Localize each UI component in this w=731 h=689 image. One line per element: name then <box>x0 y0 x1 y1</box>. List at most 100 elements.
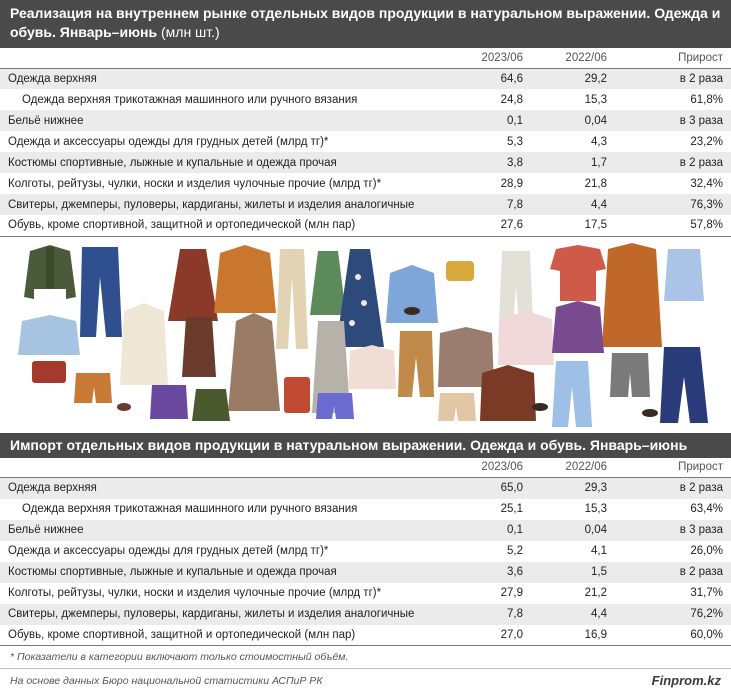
blue-jeans-icon <box>80 246 122 337</box>
value-2023: 28,9 <box>447 173 531 194</box>
sales-title: Реализация на внутреннем рынке отдельных… <box>0 0 731 48</box>
value-2022: 29,3 <box>531 477 615 499</box>
header-label <box>0 48 447 68</box>
orange-jacket-icon <box>214 244 276 313</box>
table-row: Колготы, рейтузы, чулки, носки и изделия… <box>0 582 731 604</box>
sales-header-row: 2023/06 2022/06 Прирост <box>0 48 731 68</box>
growth-value: 61,8% <box>615 89 731 110</box>
sales-table-body: Одежда верхняя 64,6 29,2 в 2 раза Одежда вер… <box>0 67 731 237</box>
footnote: * Показатели в категории включают только… <box>10 651 349 663</box>
table-row: Одежда верхняя 65,0 29,3 в 2 раза <box>0 477 731 499</box>
import-section: Импорт отдельных видов продукции в натур… <box>0 432 731 646</box>
navy-pants-icon <box>660 346 708 423</box>
blue-dress-icon <box>336 248 384 347</box>
header-growth: Прирост <box>615 457 731 478</box>
value-2023: 3,6 <box>447 561 531 583</box>
row-label: Одежда верхняя трикотажная машинного или… <box>0 89 447 110</box>
growth-value: в 2 раза <box>615 561 731 583</box>
table-row: Колготы, рейтузы, чулки, носки и изделия… <box>0 173 731 194</box>
pink-hoodie-icon <box>498 310 554 365</box>
sales-table: 2023/06 2022/06 Прирост Одежда верхняя 64… <box>0 48 731 237</box>
import-table: 2023/06 2022/06 Прирост Одежда верхняя 65… <box>0 457 731 646</box>
source-note: На основе данных Бюро национальной стати… <box>10 674 323 687</box>
denim-shirt-icon <box>386 264 438 323</box>
light-blue-hoodie-icon <box>18 314 80 355</box>
brown-bodysuit-icon <box>182 316 216 377</box>
value-2022: 16,9 <box>531 624 615 646</box>
orange-shorts-icon <box>74 372 112 403</box>
red-tshirt-icon <box>550 244 606 301</box>
row-label: Бельё нижнее <box>0 110 447 131</box>
value-2022: 1,7 <box>531 152 615 173</box>
import-title: Импорт отдельных видов продукции в натур… <box>0 432 731 472</box>
table-row: Одежда и аксессуары одежды для грудных д… <box>0 540 731 562</box>
growth-value: 57,8% <box>615 215 731 237</box>
growth-value: 31,7% <box>615 582 731 604</box>
sales-section: Реализация на внутреннем рынке отдельных… <box>0 0 731 237</box>
row-label: Бельё нижнее <box>0 519 447 541</box>
orange-crop-top-icon <box>32 360 66 383</box>
row-label: Одежда и аксессуары одежды для грудных д… <box>0 540 447 562</box>
table-row: Одежда верхняя трикотажная машинного или… <box>0 89 731 110</box>
value-2022: 17,5 <box>531 215 615 237</box>
long-coat-icon <box>228 312 280 411</box>
growth-value: 63,4% <box>615 498 731 520</box>
row-label: Колготы, рейтузы, чулки, носки и изделия… <box>0 582 447 604</box>
growth-value: в 3 раза <box>615 519 731 541</box>
olive-jacket-icon <box>24 244 76 299</box>
value-2022: 21,8 <box>531 173 615 194</box>
print-blouse-icon <box>348 344 396 389</box>
growth-value: в 2 раза <box>615 152 731 173</box>
row-label: Костюмы спортивные, лыжные и купальные и… <box>0 152 447 173</box>
beige-trousers-icon <box>276 248 308 349</box>
value-2022: 0,04 <box>531 110 615 131</box>
row-label: Обувь, кроме спортивной, защитной и орто… <box>0 215 447 237</box>
table-row: Обувь, кроме спортивной, защитной и орто… <box>0 624 731 646</box>
import-table-body: Одежда верхняя 65,0 29,3 в 2 раза Одежда вер… <box>0 477 731 646</box>
value-2023: 64,6 <box>447 67 531 89</box>
growth-value: в 2 раза <box>615 477 731 499</box>
value-2022: 4,4 <box>531 603 615 625</box>
brand-logo: Finprom.kz <box>651 673 721 688</box>
value-2023: 27,0 <box>447 624 531 646</box>
table-row: Обувь, кроме спортивной, защитной и орто… <box>0 215 731 237</box>
growth-value: 23,2% <box>615 131 731 152</box>
table-row: Свитеры, джемперы, пуловеры, кардиганы, … <box>0 603 731 625</box>
red-top-icon <box>284 376 310 413</box>
sales-title-text: Реализация на внутреннем рынке отдельных… <box>10 5 721 40</box>
value-2023: 7,8 <box>447 194 531 215</box>
mint-vest-icon <box>664 248 704 301</box>
row-label: Одежда верхняя трикотажная машинного или… <box>0 498 447 520</box>
burgundy-skirt-icon <box>168 248 218 321</box>
growth-value: 60,0% <box>615 624 731 646</box>
header-2023: 2023/06 <box>447 48 531 68</box>
value-2023: 0,1 <box>447 519 531 541</box>
row-label: Одежда и аксессуары одежды для грудных д… <box>0 131 447 152</box>
value-2022: 15,3 <box>531 89 615 110</box>
header-2022: 2022/06 <box>531 48 615 68</box>
value-2022: 21,2 <box>531 582 615 604</box>
growth-value: 76,2% <box>615 603 731 625</box>
header-2022: 2022/06 <box>531 457 615 478</box>
header-label <box>0 457 447 478</box>
growth-value: 32,4% <box>615 173 731 194</box>
orange-coat-icon <box>602 242 662 347</box>
header-growth: Прирост <box>615 48 731 68</box>
table-row: Одежда верхняя 64,6 29,2 в 2 раза <box>0 67 731 89</box>
value-2023: 25,1 <box>447 498 531 520</box>
value-2022: 4,3 <box>531 131 615 152</box>
row-label: Одежда верхняя <box>0 67 447 89</box>
growth-value: 76,3% <box>615 194 731 215</box>
purple-shorts-icon <box>316 392 354 419</box>
table-row: Костюмы спортивные, лыжные и купальные и… <box>0 561 731 583</box>
value-2022: 29,2 <box>531 67 615 89</box>
value-2023: 5,2 <box>447 540 531 562</box>
row-label: Одежда верхняя <box>0 477 447 499</box>
argyle-vest-icon <box>150 384 188 419</box>
green-bag-icon <box>192 388 230 421</box>
brown-sweater-icon <box>438 326 494 387</box>
import-title-unit: (млн шт.) <box>10 455 69 472</box>
table-row: Одежда верхняя трикотажная машинного или… <box>0 498 731 520</box>
yellow-bag-icon <box>446 260 474 281</box>
beige-coat-icon <box>120 302 168 385</box>
